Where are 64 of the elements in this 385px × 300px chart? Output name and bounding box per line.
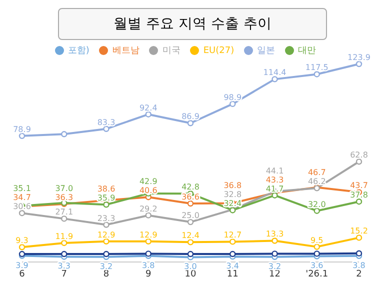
legend-label: 일본: [257, 46, 276, 56]
legend-label: 미국: [162, 46, 180, 56]
data-label: 15.2: [350, 226, 368, 236]
data-label: 3.8: [142, 260, 155, 270]
data-label: 83.3: [97, 118, 116, 127]
data-label: 3.4: [226, 262, 239, 271]
data-label: 36.3: [55, 192, 74, 202]
data-label: 23.3: [97, 214, 116, 223]
data-label: 44.1: [266, 166, 284, 176]
legend-label: 대만: [298, 46, 316, 56]
data-label: 3.8: [352, 260, 366, 270]
data-label: 92.4: [139, 103, 158, 112]
data-label: 34.7: [13, 193, 31, 202]
data-label: 36.8: [224, 181, 242, 190]
x-tick-label: 7: [61, 269, 67, 280]
data-label: 117.5: [305, 63, 328, 72]
data-label: 46.7: [308, 168, 326, 178]
data-label: 12.9: [97, 230, 116, 240]
x-tick-label: 10: [184, 269, 196, 280]
legend-label: 베트남: [112, 46, 140, 56]
x-tick-label: 2: [356, 269, 362, 280]
x-tick-label: 9: [146, 269, 152, 280]
data-label: 27.1: [55, 208, 74, 217]
data-label: 3.3: [58, 262, 70, 271]
data-label: 3.2: [100, 262, 113, 271]
x-tick-label: 12: [269, 269, 280, 280]
data-label: 3.2: [268, 262, 282, 271]
legend-label: 포함): [68, 46, 90, 56]
data-label: 32.0: [308, 200, 326, 209]
data-label: 41.7: [266, 184, 284, 194]
data-label: 35.1: [13, 184, 31, 194]
data-label: 12.9: [139, 230, 158, 240]
data-label: 43.3: [266, 175, 284, 184]
x-tick-label: 6: [19, 269, 26, 280]
data-label: 114.4: [263, 68, 286, 78]
data-label: 42.9: [139, 177, 158, 186]
data-label: 46.2: [308, 177, 326, 186]
x-tick-label: '26.1: [306, 269, 328, 280]
data-label: 13.3: [266, 230, 284, 239]
data-label: 123.9: [348, 53, 370, 62]
x-tick-label: 8: [103, 269, 110, 280]
data-label: 62.8: [350, 150, 368, 160]
data-label: 3.6: [310, 261, 324, 270]
data-label: 86.9: [182, 112, 200, 122]
data-label: 32.8: [224, 190, 242, 200]
chart-title: 월별 주요 지역 수출 추이: [58, 8, 327, 40]
data-label: 12.4: [182, 231, 200, 240]
data-label: 43.7: [350, 181, 368, 190]
data-label: 38.6: [97, 184, 116, 194]
data-label: 29.2: [139, 204, 158, 214]
data-label: 78.9: [13, 124, 31, 134]
data-label: 9.5: [310, 236, 324, 245]
x-tick-label: 11: [226, 269, 238, 280]
data-label: 3.0: [184, 262, 197, 272]
data-label: 12.7: [224, 230, 242, 240]
data-label: 98.9: [224, 92, 242, 102]
data-label: 42.8: [182, 182, 200, 192]
legend-label: EU(27): [203, 46, 234, 56]
data-label: 11.9: [55, 232, 74, 241]
data-label: 3.9: [16, 260, 28, 270]
data-label: 37.8: [350, 190, 368, 200]
data-label: 9.3: [16, 236, 28, 246]
data-label: 25.0: [182, 211, 200, 220]
data-label: 37.0: [55, 184, 74, 193]
